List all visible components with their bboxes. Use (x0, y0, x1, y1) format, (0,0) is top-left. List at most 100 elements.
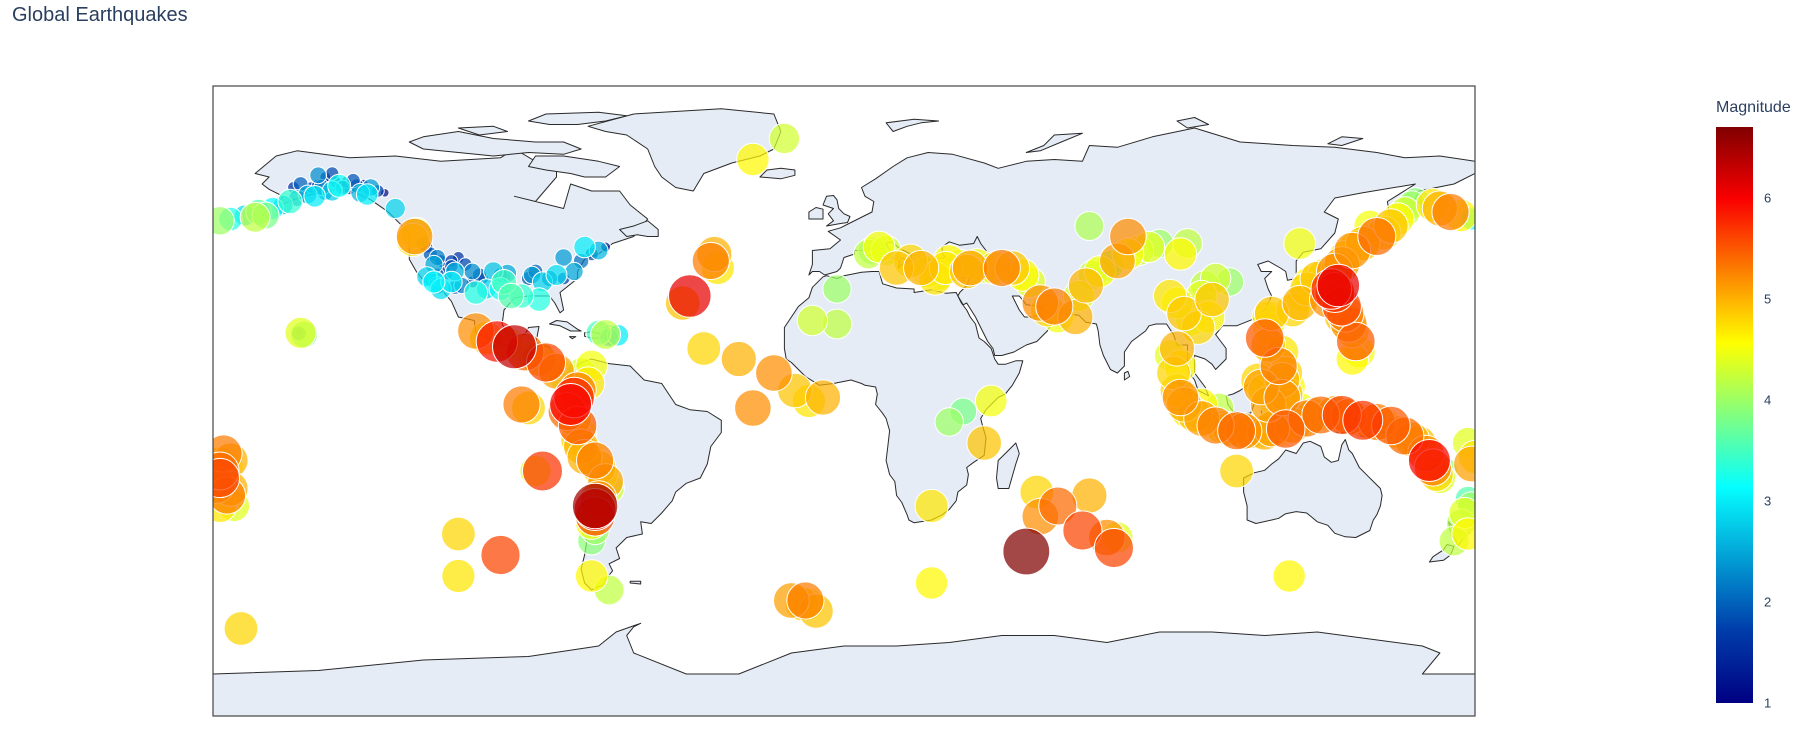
earthquake-marker[interactable] (804, 379, 842, 416)
earthquake-marker[interactable] (1265, 409, 1306, 449)
earthquake-marker[interactable] (463, 262, 482, 281)
colorbar-title: Magnitude (1716, 99, 1791, 116)
earthquake-marker[interactable] (303, 185, 327, 208)
earthquake-marker[interactable] (223, 611, 259, 646)
earthquake-marker[interactable] (1002, 527, 1051, 576)
earthquake-marker[interactable] (914, 566, 949, 600)
earthquake-marker[interactable] (1161, 378, 1200, 417)
landmass-26 (408, 131, 582, 157)
earthquake-marker[interactable] (441, 558, 476, 594)
landmass-30 (619, 220, 659, 237)
earthquake-marker[interactable] (554, 248, 573, 267)
earthquake-marker[interactable] (384, 197, 406, 220)
earthquake-marker[interactable] (1038, 486, 1078, 526)
map-frame (212, 85, 1476, 717)
earthquake-marker[interactable] (1342, 399, 1384, 441)
earthquake-marker[interactable] (574, 559, 609, 593)
earthquake-marker[interactable] (1336, 321, 1376, 362)
earthquake-marker[interactable] (668, 274, 712, 318)
earthquake-marker[interactable] (480, 534, 521, 576)
earthquake-marker[interactable] (1357, 217, 1397, 256)
earthquake-marker[interactable] (1067, 267, 1105, 304)
earthquake-markers[interactable] (198, 122, 1491, 646)
earthquake-marker[interactable] (549, 383, 593, 426)
earthquake-marker[interactable] (914, 488, 949, 524)
earthquake-marker[interactable] (309, 166, 328, 185)
earthquake-marker[interactable] (200, 457, 241, 499)
earthquake-marker[interactable] (545, 264, 568, 286)
landmass-22 (569, 336, 577, 340)
earthquake-marker[interactable] (1453, 445, 1490, 483)
earthquake-marker[interactable] (1035, 287, 1074, 326)
earthquake-marker[interactable] (1219, 453, 1254, 489)
colorbar-tick-label: 1 (1764, 695, 1772, 711)
landmass-9 (759, 167, 796, 180)
earthquake-marker[interactable] (982, 248, 1021, 288)
colorbar-tick-label: 4 (1764, 392, 1772, 408)
earthquake-marker[interactable] (1109, 217, 1147, 256)
landmass-25 (629, 580, 642, 585)
landmass-8 (808, 207, 824, 220)
landmass-11 (996, 442, 1020, 489)
earthquake-marker[interactable] (441, 516, 476, 552)
landmass-32 (1025, 132, 1083, 153)
earthquake-marker[interactable] (1217, 411, 1257, 451)
earthquake-marker[interactable] (1283, 227, 1317, 260)
landmass-20 (549, 320, 582, 332)
earthquake-marker[interactable] (974, 384, 1008, 418)
earthquake-marker[interactable] (734, 389, 772, 427)
earthquake-marker[interactable] (934, 407, 964, 437)
earthquake-marker[interactable] (395, 217, 434, 256)
earthquake-marker[interactable] (277, 188, 303, 215)
earthquake-marker[interactable] (736, 142, 770, 177)
earthquake-marker[interactable] (576, 441, 615, 480)
earthquake-marker[interactable] (1244, 318, 1285, 358)
earthquake-marker[interactable] (492, 324, 537, 370)
earthquake-marker[interactable] (686, 331, 722, 366)
earthquake-marker[interactable] (691, 241, 730, 281)
earthquake-marker[interactable] (1451, 517, 1484, 551)
earthquake-marker[interactable] (966, 425, 1003, 461)
earthquake-marker[interactable] (327, 173, 352, 198)
earthquake-marker[interactable] (1316, 263, 1361, 308)
landmass-35 (1123, 370, 1131, 381)
earthquake-marker[interactable] (755, 354, 793, 392)
earthquake-marker[interactable] (571, 482, 619, 530)
earthquake-marker[interactable] (522, 450, 563, 492)
earthquake-marker[interactable] (822, 274, 852, 304)
landmass-7 (822, 195, 851, 227)
colorbar-tick-label: 5 (1764, 291, 1772, 307)
earthquake-marker[interactable] (497, 282, 525, 310)
earthquake-marker[interactable] (1093, 527, 1135, 569)
earthquake-marker[interactable] (564, 261, 584, 282)
earthquake-marker[interactable] (1407, 439, 1451, 482)
earthquake-marker[interactable] (463, 280, 489, 305)
earthquake-marker[interactable] (903, 249, 940, 287)
colorbar-tick-label: 3 (1764, 493, 1772, 509)
earthquake-marker[interactable] (786, 581, 825, 620)
earthquake-marker[interactable] (284, 316, 317, 349)
earthquake-marker[interactable] (573, 235, 596, 259)
earthquake-marker[interactable] (1272, 559, 1306, 593)
earthquake-marker[interactable] (355, 183, 379, 206)
landmass-29 (528, 155, 621, 178)
colorbar-tick-label: 2 (1764, 594, 1772, 610)
earthquake-marker[interactable] (796, 304, 829, 337)
earthquake-marker[interactable] (1074, 211, 1105, 241)
earthquake-marker[interactable] (422, 270, 446, 294)
earthquake-marker[interactable] (1194, 281, 1230, 318)
colorbar (1716, 127, 1753, 703)
landmass-28 (457, 125, 508, 136)
earthquake-marker[interactable] (590, 319, 621, 350)
earthquake-marker[interactable] (720, 340, 757, 378)
earthquake-marker[interactable] (1158, 330, 1196, 367)
landmass-33 (1176, 117, 1210, 129)
earthquake-marker[interactable] (206, 206, 235, 236)
earthquake-marker[interactable] (502, 385, 541, 424)
earthquake-marker[interactable] (768, 122, 801, 155)
earthquake-marker[interactable] (239, 201, 271, 233)
earthquake-marker[interactable] (1431, 192, 1470, 232)
earthquake-marker[interactable] (1163, 237, 1198, 271)
earthquake-marker[interactable] (1062, 510, 1103, 551)
